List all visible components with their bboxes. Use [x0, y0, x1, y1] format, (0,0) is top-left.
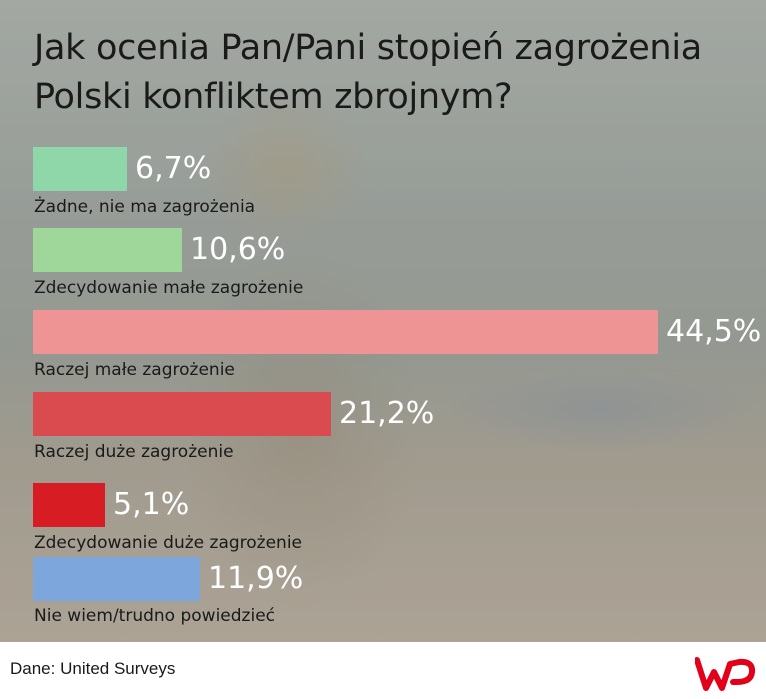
bar-5 [33, 483, 105, 527]
bar-value-label: 11,9% [208, 561, 304, 596]
bar-2 [33, 228, 182, 272]
category-label: Żadne, nie ma zagrożenia [34, 197, 256, 217]
bar-value-label: 44,5% [666, 314, 762, 349]
bar-6 [33, 557, 200, 601]
bar-3 [33, 310, 658, 354]
source-note: Dane: United Surveys [10, 659, 176, 678]
bar-value-label: 5,1% [113, 487, 190, 522]
bar-4 [33, 392, 331, 436]
footer: Dane: United Surveys [0, 642, 766, 699]
bar-chart: 6,7% Żadne, nie ma zagrożenia 10,6% Zdecydo… [33, 147, 762, 626]
category-label: Nie wiem/trudno powiedzieć [34, 606, 275, 626]
category-label: Raczej duże zagrożenie [34, 442, 234, 462]
category-label: Zdecydowanie duże zagrożenie [34, 533, 303, 553]
bar-1 [33, 147, 127, 191]
bar-value-label: 21,2% [339, 396, 435, 431]
category-label: Zdecydowanie małe zagrożenie [34, 278, 304, 298]
wp-logo-icon [695, 657, 756, 691]
chart-title: Jak ocenia Pan/Pani stopień zagrożenia P… [34, 28, 702, 117]
category-label: Raczej małe zagrożenie [34, 360, 235, 380]
bar-value-label: 10,6% [190, 232, 286, 267]
bar-value-label: 6,7% [135, 151, 212, 186]
